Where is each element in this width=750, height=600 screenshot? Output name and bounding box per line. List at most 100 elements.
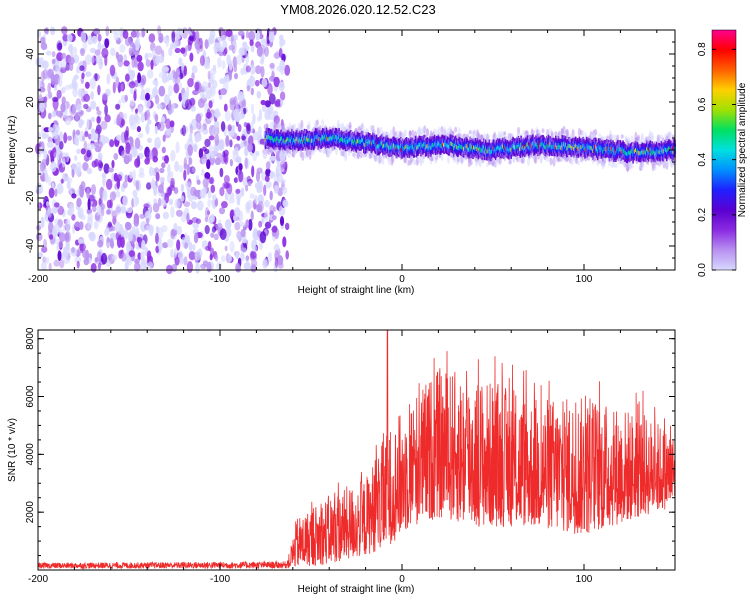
noise-speckle [68,56,75,65]
noise-speckle [86,167,93,175]
noise-speckle [85,54,92,65]
noise-speckle [137,61,144,72]
noise-speckle [257,200,264,213]
noise-speckle [40,261,47,271]
noise-speckle [233,64,238,73]
noise-speckle [250,45,255,53]
noise-speckle [260,65,265,78]
noise-speckle [126,207,133,214]
noise-speckle [258,109,263,121]
noise-speckle [120,83,124,91]
signal-core [578,143,581,148]
noise-speckle [271,226,278,233]
noise-speckle [59,140,64,150]
noise-speckle [76,148,81,155]
signal-core [341,137,343,142]
noise-speckle [164,155,169,164]
noise-speckle [220,34,227,43]
noise-speckle [265,168,271,177]
signal-core [603,147,605,152]
noise-speckle [196,179,201,185]
noise-speckle [238,170,244,183]
noise-speckle [276,65,284,72]
noise-speckle [74,221,80,228]
signal-halo [527,157,530,167]
signal-core [602,149,604,154]
signal-core [389,145,391,150]
noise-speckle [45,27,49,35]
noise-speckle [196,200,204,211]
noise-speckle [89,77,96,90]
signal-core [470,147,472,152]
signal-halo [451,130,455,135]
signal-core [300,139,302,144]
noise-speckle [136,54,143,63]
noise-speckle [165,127,172,136]
noise-speckle [144,210,152,222]
signal-core [299,137,301,142]
noise-speckle [139,213,146,219]
signal-core [287,136,289,141]
noise-speckle [135,29,140,39]
noise-speckle [170,206,175,218]
noise-speckle [243,121,248,128]
noise-speckle [172,102,175,110]
noise-speckle [96,110,102,116]
noise-speckle [208,100,213,109]
noise-speckle [133,90,137,102]
signal-halo [361,122,365,132]
noise-speckle [61,58,67,69]
noise-speckle [235,251,240,259]
noise-speckle [162,242,169,249]
noise-speckle [63,255,71,264]
signal-halo [435,155,439,161]
signal-core [635,148,637,152]
noise-speckle [123,60,130,67]
signal-core [353,140,355,145]
signal-core [409,145,411,150]
noise-speckle [233,34,238,41]
signal-core [615,151,617,155]
noise-speckle [284,64,291,76]
signal-halo [379,126,383,135]
signal-core [418,142,421,147]
noise-speckle [230,129,235,137]
noise-speckle [237,124,242,132]
signal-halo [288,148,292,154]
signal-halo [491,156,495,163]
noise-speckle [258,220,263,228]
signal-core [474,145,477,149]
noise-speckle [161,146,166,154]
noise-speckle [213,233,219,241]
noise-speckle [64,84,71,91]
noise-speckle [236,196,241,206]
noise-speckle [131,57,136,69]
signal-halo [443,126,447,136]
signal-core [411,145,413,150]
noise-speckle [218,138,225,151]
noise-speckle [187,144,193,156]
signal-core [599,145,602,150]
noise-speckle [268,93,276,105]
noise-speckle [151,183,156,190]
signal-core [396,144,399,149]
noise-speckle [274,257,279,268]
noise-speckle [159,176,165,183]
noise-speckle [242,107,247,115]
noise-speckle [101,252,108,265]
noise-speckle [155,45,162,55]
signal-halo [411,129,415,136]
signal-halo [433,128,437,135]
noise-speckle [137,72,142,84]
noise-speckle [262,38,267,49]
signal-core [289,138,291,143]
noise-speckle [81,72,85,79]
signal-core [568,143,571,148]
noise-speckle [218,27,224,35]
noise-speckle [86,187,90,199]
noise-speckle [278,255,283,264]
noise-speckle [65,175,70,182]
signal-core [561,142,563,147]
noise-speckle [175,141,180,154]
noise-speckle [228,196,235,204]
